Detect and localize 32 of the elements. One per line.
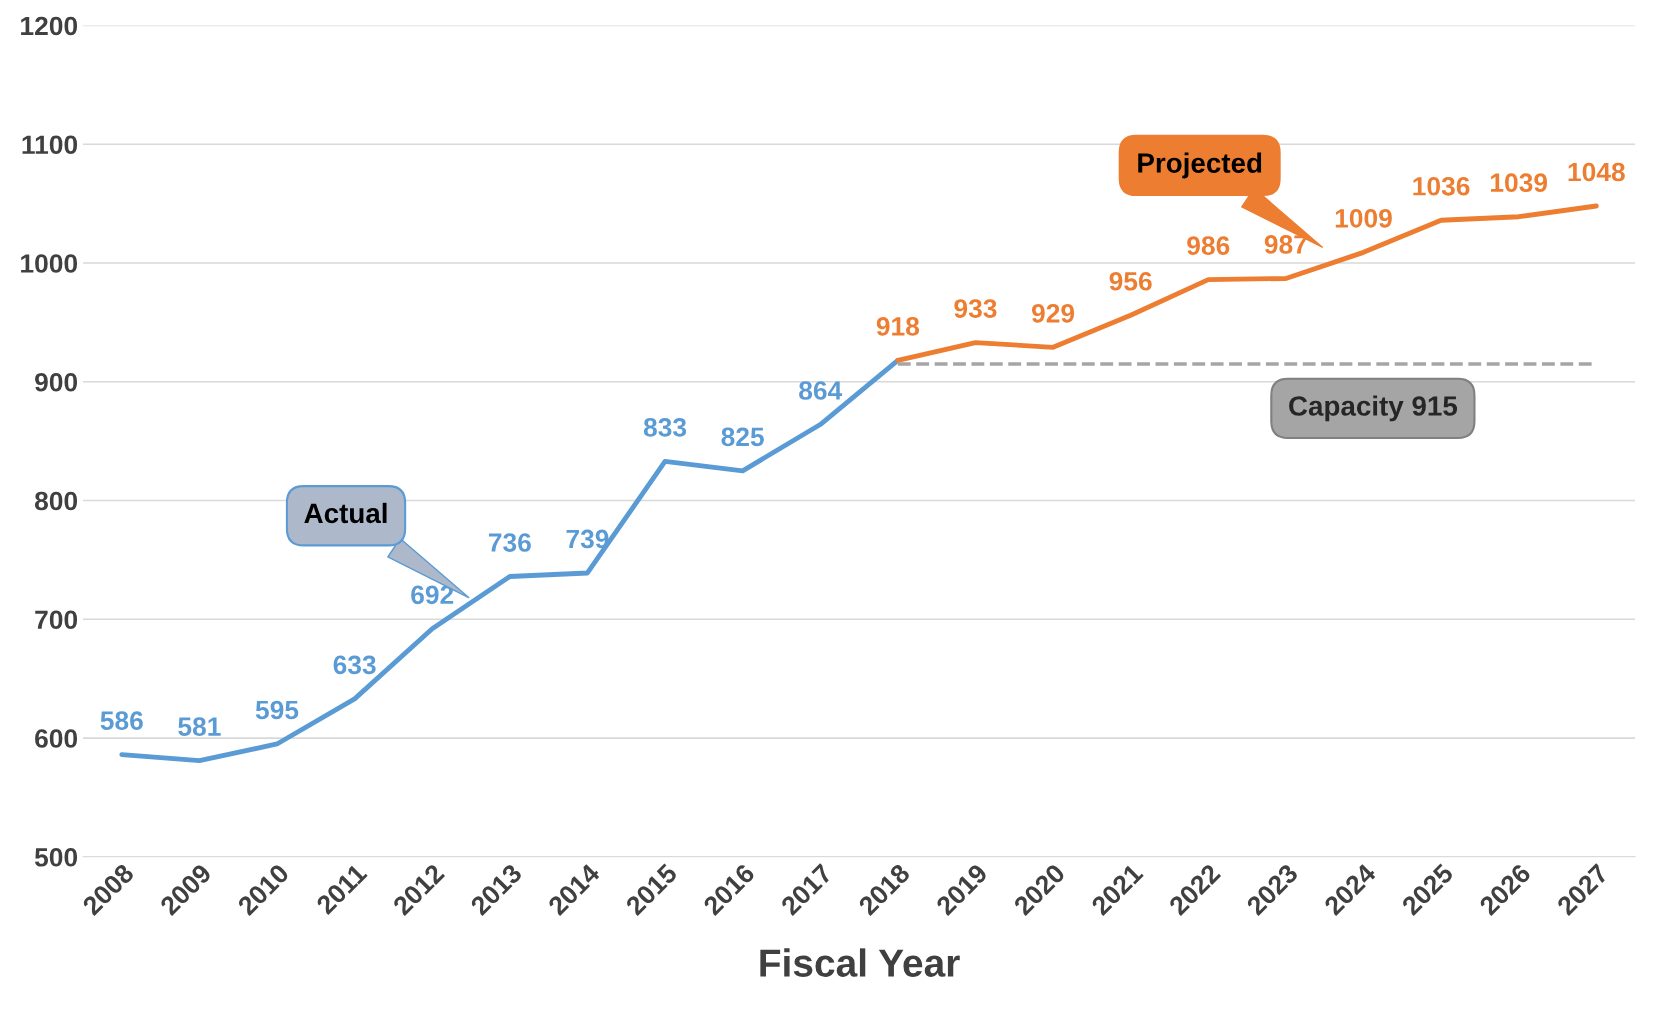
data-label: 736 (488, 533, 531, 552)
y-tick-label: 800 (34, 491, 78, 511)
y-tick-label: 900 (35, 372, 78, 392)
data-label: 833 (643, 417, 687, 437)
y-tick-label: 1100 (22, 135, 78, 155)
data-label: 581 (178, 717, 221, 736)
data-label: 986 (1187, 236, 1230, 255)
data-label: 918 (876, 317, 920, 336)
data-label: 864 (799, 381, 843, 400)
data-label: 1036 (1413, 176, 1470, 196)
data-label: 1009 (1335, 208, 1392, 228)
y-tick-label: 1200 (21, 16, 78, 36)
y-tick-label: 600 (35, 729, 78, 748)
data-label: 933 (954, 299, 997, 318)
data-label: 1048 (1568, 162, 1625, 182)
data-label: 1039 (1491, 173, 1548, 193)
data-label: 825 (721, 427, 764, 447)
text: Projected (1138, 152, 1262, 179)
data-label: 633 (333, 655, 376, 675)
data-label: 586 (100, 711, 143, 731)
data-label: 739 (566, 529, 609, 549)
data-label: 987 (1264, 235, 1307, 254)
data-label: 956 (1109, 271, 1152, 291)
data-label: 929 (1031, 303, 1075, 323)
y-tick-label: 500 (34, 847, 78, 867)
ref-line-label: Capacity 915 (1289, 395, 1458, 422)
x-axis-title: Fiscal Year (760, 948, 960, 977)
y-tick-label: 700 (35, 610, 78, 630)
y-tick-label: 1000 (21, 254, 78, 273)
data-label: 692 (411, 585, 454, 605)
data-label: 595 (255, 700, 299, 720)
text: Actual (304, 502, 387, 524)
